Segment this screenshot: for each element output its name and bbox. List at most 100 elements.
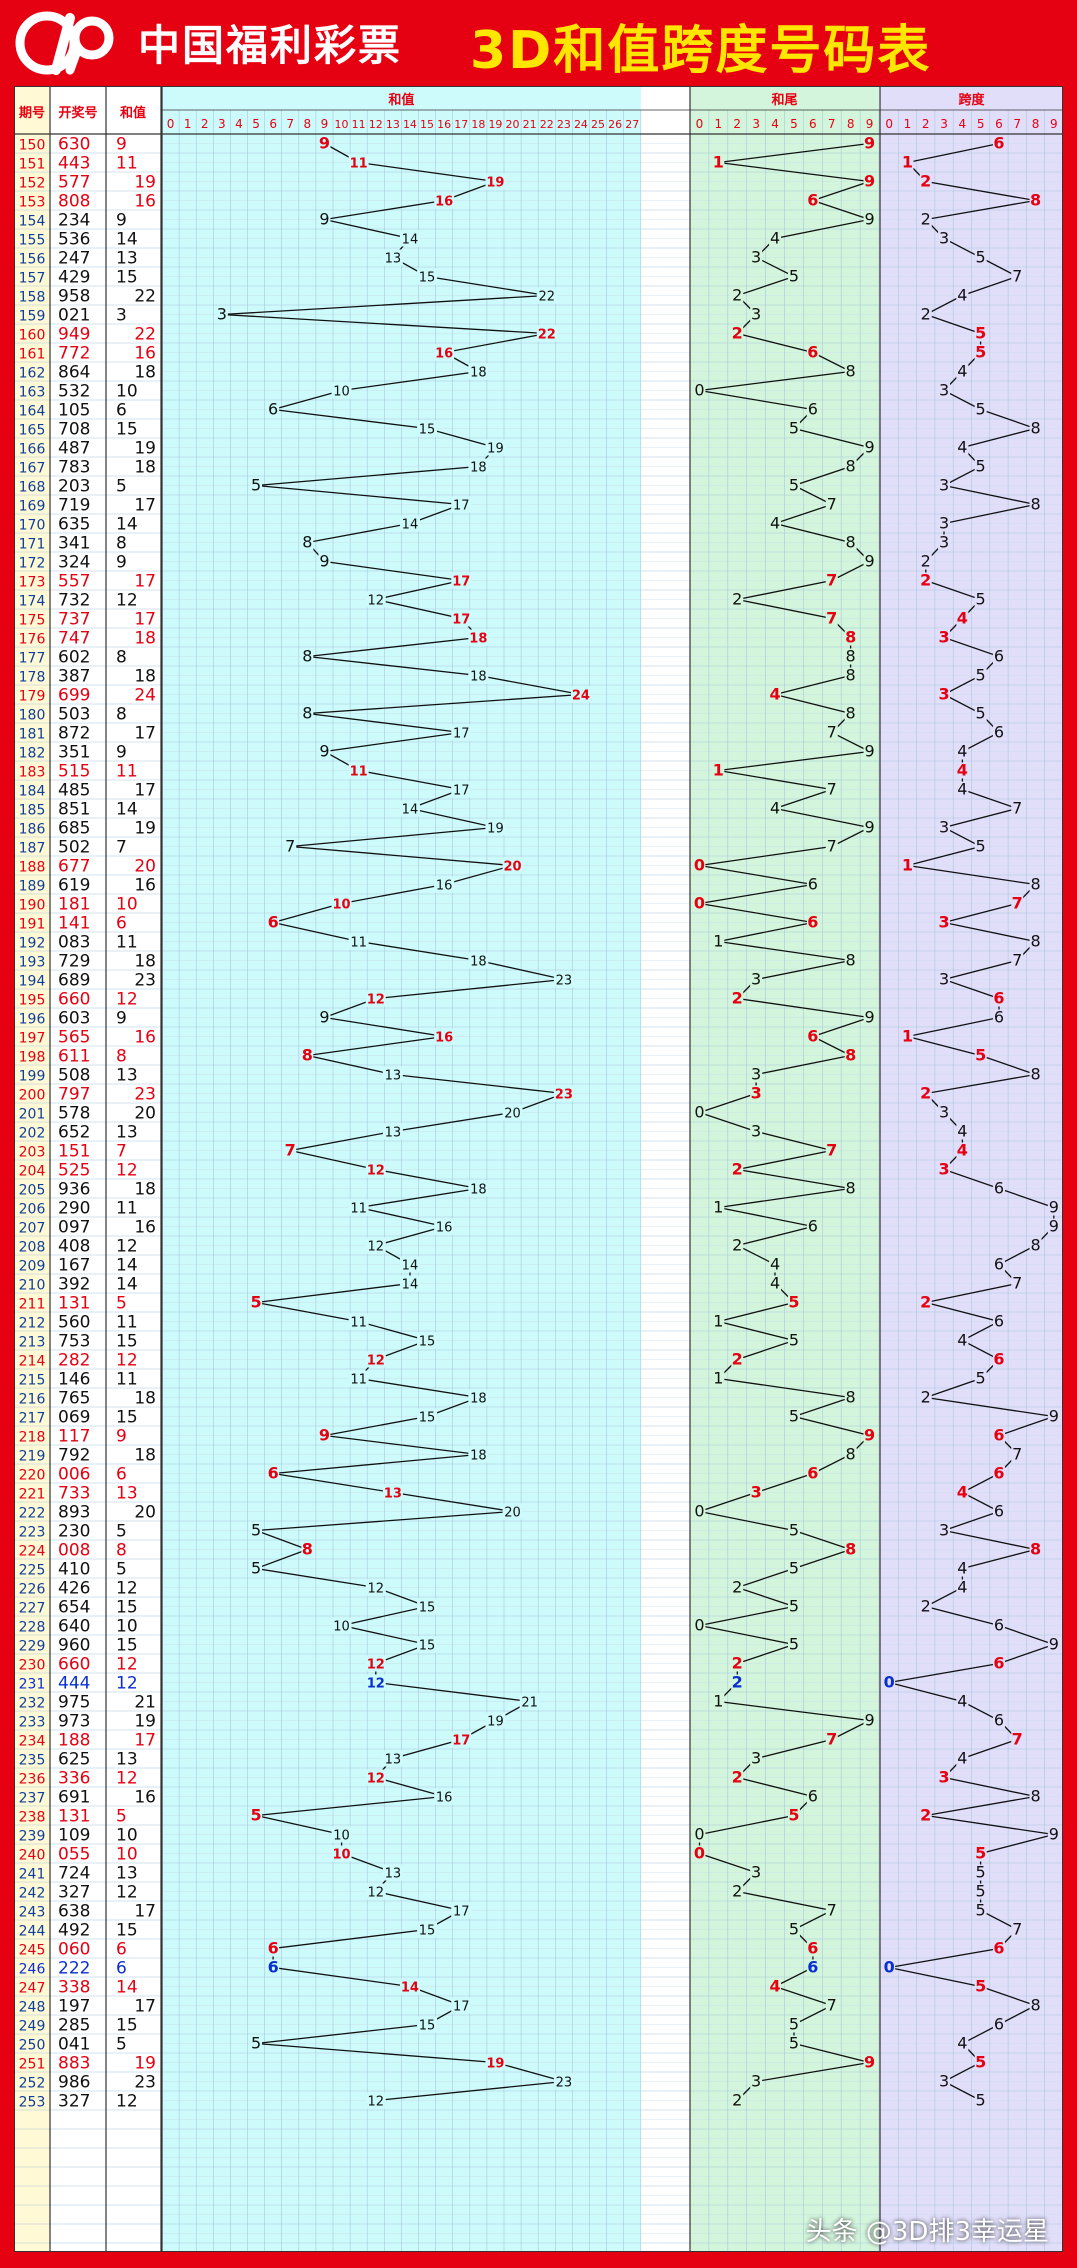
- sum-cell: 12: [116, 990, 138, 1010]
- number-cell: 282: [58, 1351, 90, 1371]
- sum-cell: 9: [116, 1427, 127, 1447]
- sum-cell: 11: [116, 1370, 138, 1390]
- table-row: 227 654 15 15 5 2: [19, 1597, 932, 1618]
- tail-axis-tick: 0: [696, 117, 704, 131]
- period-cell: 250: [19, 2038, 46, 2054]
- number-cell: 719: [58, 496, 90, 516]
- tail-point: 5: [789, 419, 799, 438]
- number-cell: 708: [58, 420, 90, 440]
- sum-cell: 18: [134, 363, 156, 383]
- sum-cell: 12: [116, 591, 138, 611]
- sum-cell: 23: [134, 1085, 156, 1105]
- sum-cell: 12: [116, 1237, 138, 1257]
- number-cell: 341: [58, 534, 90, 554]
- number-cell: 485: [58, 781, 90, 801]
- sum-point: 10: [333, 1620, 350, 1635]
- tail-point: 8: [846, 1179, 856, 1198]
- sum-point: 17: [452, 575, 470, 590]
- sum-cell: 17: [134, 781, 156, 801]
- sum-cell: 16: [134, 1028, 156, 1048]
- period-cell: 233: [19, 1715, 46, 1731]
- table-row: 202 652 13 13 3 4: [19, 1122, 969, 1143]
- sum-point: 9: [319, 134, 330, 153]
- sum-point: 23: [556, 2076, 573, 2091]
- period-cell: 225: [19, 1563, 46, 1579]
- span-point: 9: [1049, 1635, 1059, 1654]
- chart-border: [14, 86, 1063, 2252]
- span-point: 4: [957, 609, 968, 628]
- header-span: 跨度: [958, 92, 985, 108]
- sum-cell: 11: [116, 1313, 138, 1333]
- sum-point: 20: [504, 860, 522, 875]
- sum-cell: 19: [134, 173, 156, 193]
- sum-axis-tick: 6: [269, 117, 277, 131]
- table-row: 229 960 15 15 5 9: [19, 1635, 1060, 1656]
- tail-point: 1: [713, 1312, 723, 1331]
- number-cell: 338: [58, 1978, 90, 1998]
- period-cell: 222: [19, 1506, 46, 1522]
- sum-cell: 16: [134, 1218, 156, 1238]
- number-cell: 327: [58, 1883, 90, 1903]
- span-point: 6: [994, 1179, 1004, 1198]
- number-cell: 640: [58, 1617, 90, 1637]
- sum-axis-tick: 27: [625, 118, 639, 131]
- span-point: 0: [884, 1958, 895, 1977]
- period-cell: 193: [19, 955, 46, 971]
- tail-point: 0: [694, 381, 704, 400]
- sum-cell: 6: [116, 1959, 127, 1979]
- sum-axis-tick: 0: [167, 117, 175, 131]
- span-point: 6: [993, 1350, 1004, 1369]
- tail-point: 9: [864, 172, 875, 191]
- table-row: 240 055 10 10 0 5: [19, 1844, 987, 1865]
- period-cell: 246: [19, 1962, 46, 1978]
- number-cell: 444: [58, 1674, 90, 1694]
- sum-cell: 11: [116, 762, 138, 782]
- table-row: 174 732 12 12 2 5: [19, 590, 987, 611]
- sum-cell: 17: [134, 1731, 156, 1751]
- header-sum: 和值: [120, 105, 146, 121]
- table-row: 221 733 13 13 3 4: [19, 1483, 969, 1504]
- table-row: 223 230 5 5 5 3: [19, 1521, 951, 1542]
- sum-cell: 19: [134, 1712, 156, 1732]
- span-point: 4: [957, 1141, 968, 1160]
- table-row: 199 508 13 13 3 8: [19, 1065, 1042, 1086]
- period-cell: 194: [19, 974, 46, 990]
- table-row: 214 282 12 12 2 6: [19, 1350, 1005, 1371]
- tail-point: 8: [846, 1388, 856, 1407]
- span-point: 6: [993, 1939, 1004, 1958]
- span-point: 2: [921, 1597, 931, 1616]
- tail-point: 5: [789, 1920, 799, 1939]
- sum-axis-tick: 12: [369, 118, 383, 131]
- table-row: 192 083 11 11 1 8: [19, 932, 1042, 953]
- tail-point: 9: [864, 1711, 874, 1730]
- tail-point: 4: [770, 1274, 780, 1293]
- tail-point: 3: [751, 970, 761, 989]
- period-cell: 181: [19, 727, 46, 743]
- sum-point: 17: [453, 499, 470, 514]
- sum-point: 15: [419, 1924, 436, 1939]
- period-cell: 244: [19, 1924, 46, 1940]
- number-cell: 041: [58, 2035, 90, 2055]
- sum-point: 14: [402, 518, 419, 533]
- number-cell: 792: [58, 1446, 90, 1466]
- table-row: 159 021 3 3 3 2: [19, 305, 932, 326]
- span-point: 9: [1049, 1217, 1059, 1236]
- sum-cell: 11: [116, 1199, 138, 1219]
- sum-cell: 14: [116, 1256, 138, 1276]
- table-row: 157 429 15 15 5 7: [19, 267, 1024, 288]
- span-point: 6: [993, 989, 1004, 1008]
- table-row: 230 660 12 12 2 6: [19, 1654, 1005, 1675]
- number-cell: 577: [58, 173, 90, 193]
- tail-point: 5: [789, 267, 799, 286]
- span-point: 5: [975, 2053, 986, 2072]
- tail-point: 8: [846, 647, 856, 666]
- sum-point: 22: [538, 328, 556, 343]
- period-cell: 232: [19, 1696, 46, 1712]
- tail-axis-tick: 9: [866, 117, 874, 131]
- span-point: 6: [993, 134, 1004, 153]
- span-point: 3: [938, 685, 949, 704]
- sum-point: 12: [367, 1240, 384, 1255]
- sum-point: 22: [538, 290, 555, 305]
- table-row: 201 578 20 20 0 3: [19, 1103, 951, 1124]
- sum-cell: 7: [116, 1142, 127, 1162]
